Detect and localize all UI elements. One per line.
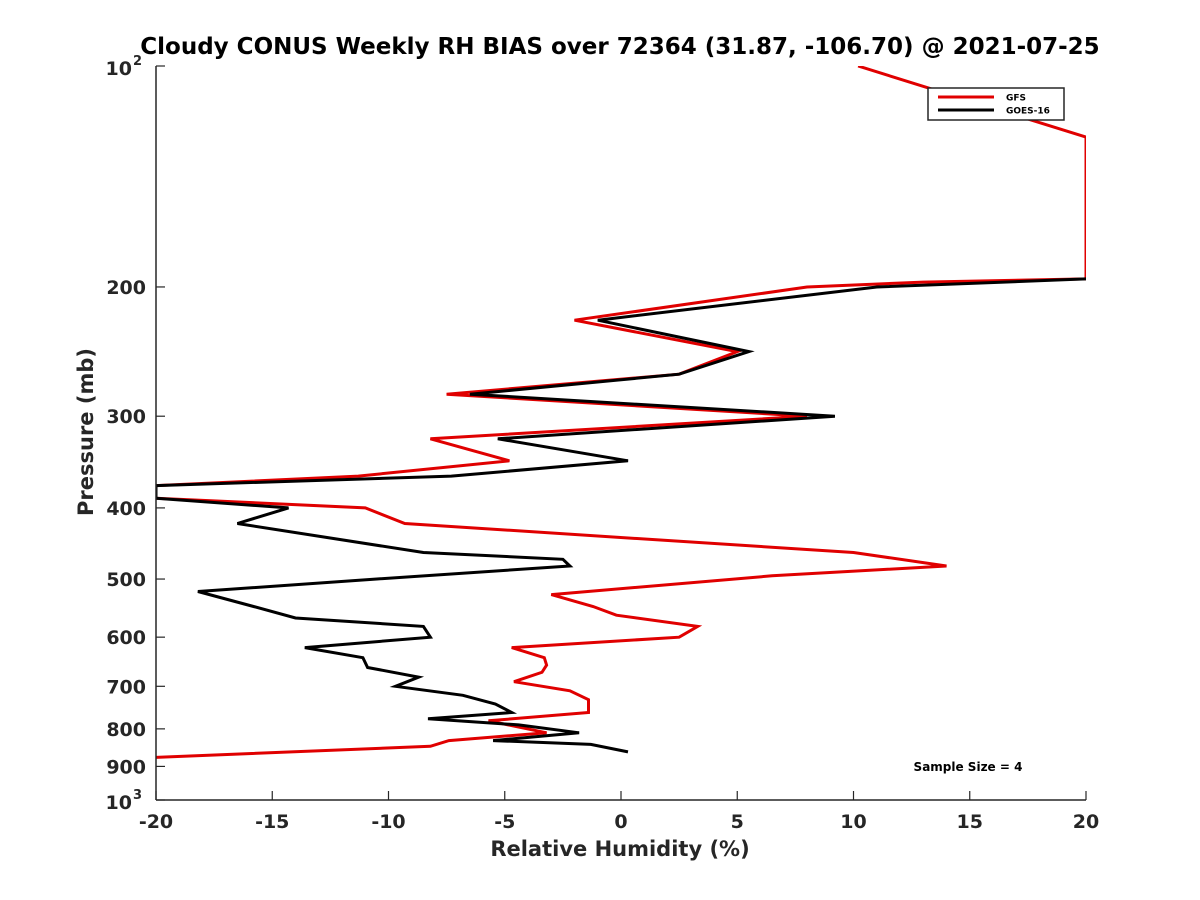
y-tick-label: 500 xyxy=(106,569,146,591)
y-tick-label: 800 xyxy=(106,719,146,741)
legend-entry-label: GFS xyxy=(1006,94,1026,104)
y-tick-label: 300 xyxy=(106,406,146,428)
y-tick-label-exponent: 3 xyxy=(133,788,142,803)
y-tick-label: 200 xyxy=(106,277,146,299)
legend-box xyxy=(927,87,1065,121)
x-tick-label: -5 xyxy=(494,811,515,833)
chart-title: Cloudy CONUS Weekly RH BIAS over 72364 (… xyxy=(140,34,1099,60)
y-tick-label: 700 xyxy=(106,676,146,698)
y-tick-label-exponent: 2 xyxy=(133,54,142,69)
y-tick-label-base: 10 xyxy=(106,792,132,814)
x-tick-label: 15 xyxy=(957,811,983,833)
y-tick-label: 400 xyxy=(106,498,146,520)
x-tick-label: -15 xyxy=(255,811,289,833)
x-tick-label: 0 xyxy=(614,811,627,833)
x-tick-label: 20 xyxy=(1073,811,1099,833)
y-tick-label-base: 10 xyxy=(106,58,132,80)
series-line-goes-16 xyxy=(156,277,1086,754)
x-tick-label: 5 xyxy=(731,811,744,833)
y-tick-label: 600 xyxy=(106,627,146,649)
x-ticks: -20 -15 -10 -5 0 5 10 15 20 xyxy=(139,791,1099,833)
x-tick-label: -10 xyxy=(371,811,405,833)
x-tick-label: -20 xyxy=(139,811,173,833)
legend-entry-label: GOES-16 xyxy=(1006,107,1050,117)
x-axis-label: Relative Humidity (%) xyxy=(490,837,749,861)
plot-lines xyxy=(156,66,1086,759)
legend: GFS GOES-16 xyxy=(927,87,1065,121)
y-tick-label: 900 xyxy=(106,756,146,778)
series-line-gfs xyxy=(156,66,1086,759)
x-tick-label: 10 xyxy=(840,811,866,833)
sample-size-annotation: Sample Size = 4 xyxy=(914,760,1023,774)
y-axis-label: Pressure (mb) xyxy=(74,348,98,516)
